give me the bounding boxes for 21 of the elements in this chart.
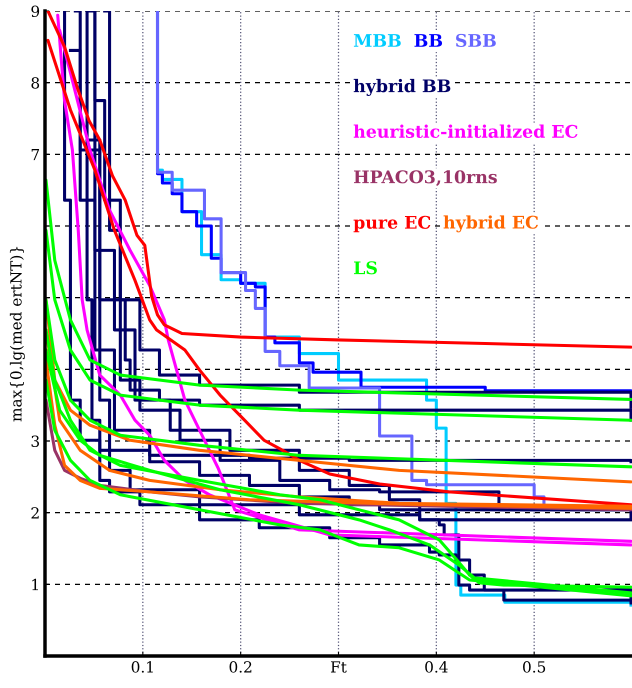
text: hybrid EC bbox=[444, 215, 538, 232]
y-axis-title: max{0,lg(med ertNT)} bbox=[10, 246, 25, 422]
y-tick-label: 8 bbox=[31, 77, 40, 89]
y-tick-label: 1 bbox=[32, 578, 38, 590]
y-tick-label: 3 bbox=[32, 435, 40, 448]
text: BB bbox=[414, 34, 442, 47]
text: LS bbox=[354, 261, 377, 274]
text: hybrid BB bbox=[354, 78, 450, 96]
y-tick-label: 2 bbox=[31, 507, 39, 518]
x-tick-label: Ft bbox=[330, 661, 347, 673]
y-tick-label: 7 bbox=[32, 149, 40, 160]
x-tick-label: 0.2 bbox=[230, 661, 252, 673]
text: HPACO3,10rns bbox=[354, 170, 497, 186]
y-tick-label: 9 bbox=[31, 5, 40, 18]
x-tick-label: 0.4 bbox=[425, 661, 448, 673]
text: heuristic-initialized EC bbox=[354, 124, 578, 138]
x-tick-label: 0.1 bbox=[132, 661, 153, 673]
text: pure EC bbox=[354, 216, 430, 232]
x-tick-label: 0.5 bbox=[523, 661, 546, 673]
text: SBB bbox=[456, 34, 496, 47]
text: MBB bbox=[354, 34, 401, 47]
